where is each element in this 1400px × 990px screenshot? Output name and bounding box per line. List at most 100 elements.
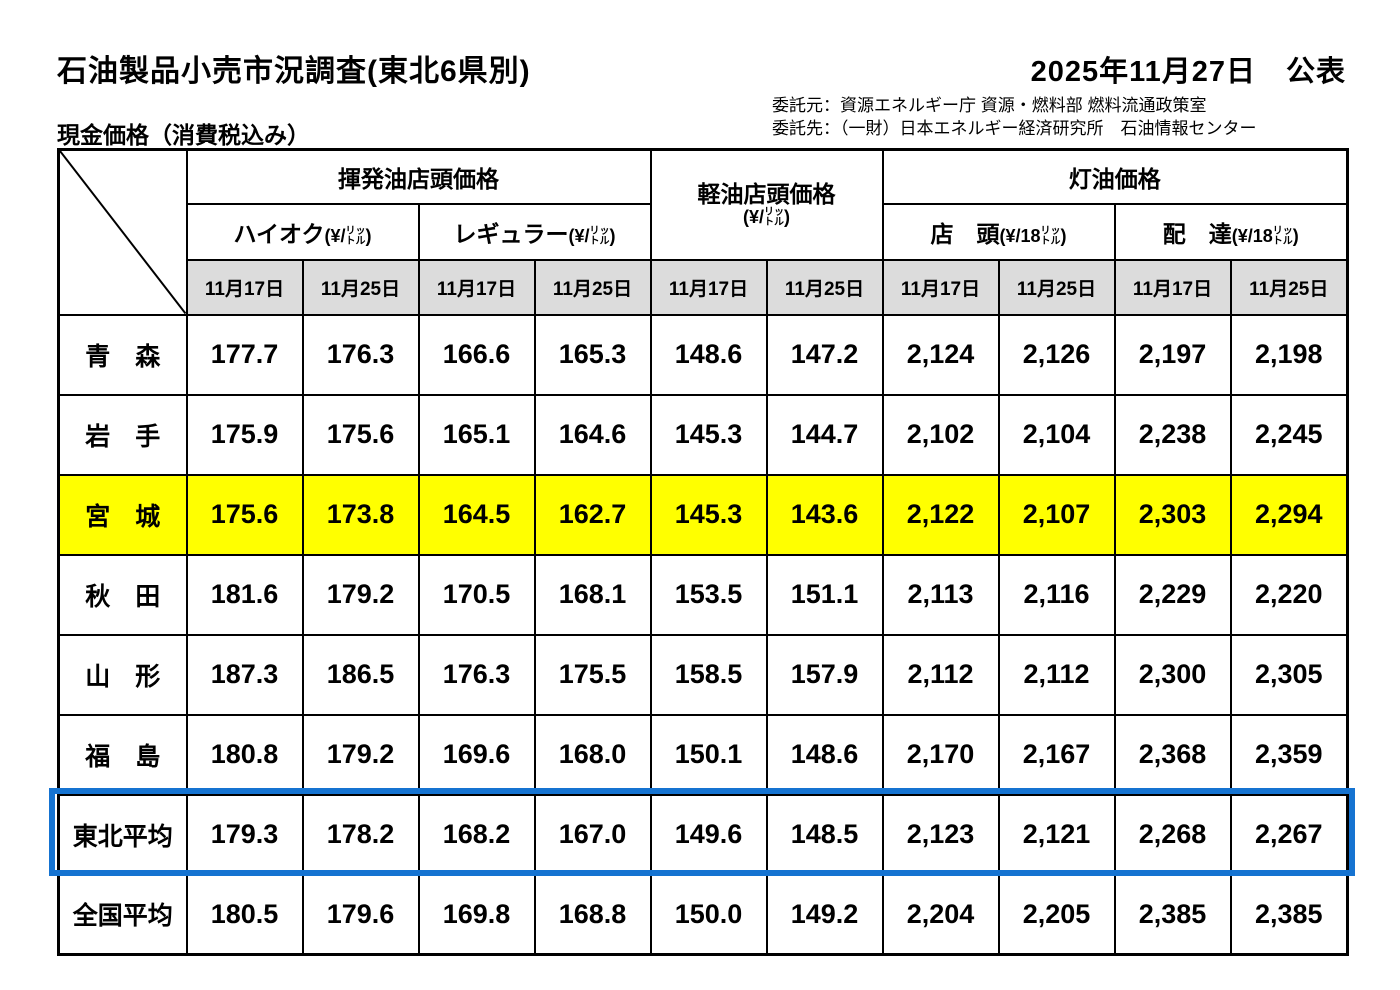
price-value-cell: 2,303	[1113, 473, 1232, 556]
date-header-cell: 11月17日	[649, 258, 768, 316]
price-value-cell: 143.6	[765, 473, 884, 556]
date-header-cell: 11月17日	[185, 258, 304, 316]
prefecture-cell: 東北平均	[57, 793, 188, 876]
price-value-cell: 153.5	[649, 553, 768, 636]
price-value-cell: 2,204	[881, 873, 1000, 956]
price-value-cell: 150.1	[649, 713, 768, 796]
price-value-cell: 164.6	[533, 393, 652, 476]
price-value-cell: 148.6	[765, 713, 884, 796]
price-value-cell: 180.8	[185, 713, 304, 796]
price-value-cell: 167.0	[533, 793, 652, 876]
prefecture-cell: 全国平均	[57, 873, 188, 956]
price-value-cell: 2,112	[997, 633, 1116, 716]
price-value-cell: 2,238	[1113, 393, 1232, 476]
price-value-cell: 165.3	[533, 313, 652, 396]
price-value-cell: 2,268	[1113, 793, 1232, 876]
group-header-gasoline: 揮発油店頭価格	[185, 148, 652, 205]
diagonal-line-icon	[60, 151, 186, 314]
price-value-cell: 2,205	[997, 873, 1116, 956]
price-value-cell: 148.5	[765, 793, 884, 876]
price-value-cell: 169.6	[417, 713, 536, 796]
group-header-kerosene: 灯油価格	[881, 148, 1349, 205]
corner-cell	[57, 148, 188, 316]
date-header-row: 11月17日 11月25日 11月17日 11月25日 11月17日 11月25日 11月1…	[59, 258, 1349, 316]
price-value-cell: 178.2	[301, 793, 420, 876]
price-value-cell: 175.5	[533, 633, 652, 716]
price-note: 現金価格（消費税込み）	[57, 122, 310, 148]
price-value-cell: 164.5	[417, 473, 536, 556]
price-value-cell: 179.2	[301, 713, 420, 796]
prefecture-cell: 福 島	[57, 713, 188, 796]
commission-to: 委託先：（一財）日本エネルギー経済研究所 石油情報センター	[772, 119, 1257, 138]
price-value-cell: 170.5	[417, 553, 536, 636]
price-table: 揮発油店頭価格 軽油店頭価格 (¥/リッ トル) 灯油価格 ハイオク(¥/リッ トル…	[57, 148, 1349, 956]
prefecture-cell: 青 森	[57, 313, 188, 396]
price-value-cell: 2,220	[1229, 553, 1349, 636]
price-value-cell: 2,359	[1229, 713, 1349, 796]
price-value-cell: 150.0	[649, 873, 768, 956]
price-value-cell: 2,121	[997, 793, 1116, 876]
price-value-cell: 2,113	[881, 553, 1000, 636]
price-value-cell: 2,197	[1113, 313, 1232, 396]
date-header-cell: 11月17日	[881, 258, 1000, 316]
date-header-cell: 11月25日	[765, 258, 884, 316]
table-row: 岩 手 175.9 175.6 165.1 164.6 145.3 144.7 2,102 2,…	[57, 393, 1349, 476]
price-value-cell: 175.6	[301, 393, 420, 476]
price-value-cell: 168.2	[417, 793, 536, 876]
price-value-cell: 169.8	[417, 873, 536, 956]
date-header-cell: 11月25日	[533, 258, 652, 316]
price-value-cell: 2,167	[997, 713, 1116, 796]
price-value-cell: 2,385	[1113, 873, 1232, 956]
price-value-cell: 2,170	[881, 713, 1000, 796]
price-value-cell: 181.6	[185, 553, 304, 636]
commission-from: 委託元：資源エネルギー庁 資源・燃料部 燃料流通政策室	[772, 96, 1207, 115]
diesel-label: 軽油店頭価格	[697, 181, 836, 208]
table-row: 東北平均 179.3 178.2 168.2 167.0 149.6 148.5 2,123 2…	[57, 793, 1349, 876]
price-value-cell: 2,305	[1229, 633, 1349, 716]
table-row: 秋 田 181.6 179.2 170.5 168.1 153.5 151.1 2,113 2,…	[57, 553, 1349, 636]
commission-info: 委託元：資源エネルギー庁 資源・燃料部 燃料流通政策室 委託先：（一財）日本エネ…	[772, 94, 1257, 140]
sub-header-kerosene-delivery: 配 達(¥/18 リッ トル)	[1113, 202, 1349, 261]
price-value-cell: 145.3	[649, 393, 768, 476]
price-value-cell: 187.3	[185, 633, 304, 716]
price-value-cell: 2,123	[881, 793, 1000, 876]
price-value-cell: 2,294	[1229, 473, 1349, 556]
price-value-cell: 148.6	[649, 313, 768, 396]
price-value-cell: 2,112	[881, 633, 1000, 716]
price-value-cell: 2,122	[881, 473, 1000, 556]
price-value-cell: 147.2	[765, 313, 884, 396]
price-value-cell: 2,102	[881, 393, 1000, 476]
price-value-cell: 179.6	[301, 873, 420, 956]
price-value-cell: 157.9	[765, 633, 884, 716]
price-value-cell: 173.8	[301, 473, 420, 556]
price-value-cell: 149.2	[765, 873, 884, 956]
price-value-cell: 176.3	[301, 313, 420, 396]
sub-header-kerosene-store: 店 頭(¥/18 リッ トル)	[881, 202, 1116, 261]
price-value-cell: 151.1	[765, 553, 884, 636]
prefecture-cell: 宮 城	[57, 473, 188, 556]
price-value-cell: 168.8	[533, 873, 652, 956]
diesel-unit: (¥/リッ トル)	[742, 207, 790, 229]
price-value-cell: 2,267	[1229, 793, 1349, 876]
price-value-cell: 168.0	[533, 713, 652, 796]
price-value-cell: 145.3	[649, 473, 768, 556]
price-value-cell: 168.1	[533, 553, 652, 636]
price-value-cell: 2,107	[997, 473, 1116, 556]
price-value-cell: 144.7	[765, 393, 884, 476]
price-value-cell: 2,300	[1113, 633, 1232, 716]
price-value-cell: 179.2	[301, 553, 420, 636]
table-row: 宮 城 175.6 173.8 164.5 162.7 145.3 143.6 2,122 2,…	[57, 473, 1349, 556]
price-value-cell: 177.7	[185, 313, 304, 396]
price-value-cell: 180.5	[185, 873, 304, 956]
table-row: 山 形 187.3 186.5 176.3 175.5 158.5 157.9 2,112 2,…	[57, 633, 1349, 716]
price-value-cell: 166.6	[417, 313, 536, 396]
price-value-cell: 2,385	[1229, 873, 1349, 956]
price-value-cell: 2,229	[1113, 553, 1232, 636]
table-row: 青 森 177.7 176.3 166.6 165.3 148.6 147.2 2,124 2,…	[57, 313, 1349, 396]
date-header-cell: 11月17日	[417, 258, 536, 316]
prefecture-cell: 岩 手	[57, 393, 188, 476]
table-row: 福 島 180.8 179.2 169.6 168.0 150.1 148.6 2,170 2,…	[57, 713, 1349, 796]
group-header-diesel: 軽油店頭価格 (¥/リッ トル)	[649, 148, 884, 261]
price-value-cell: 2,368	[1113, 713, 1232, 796]
